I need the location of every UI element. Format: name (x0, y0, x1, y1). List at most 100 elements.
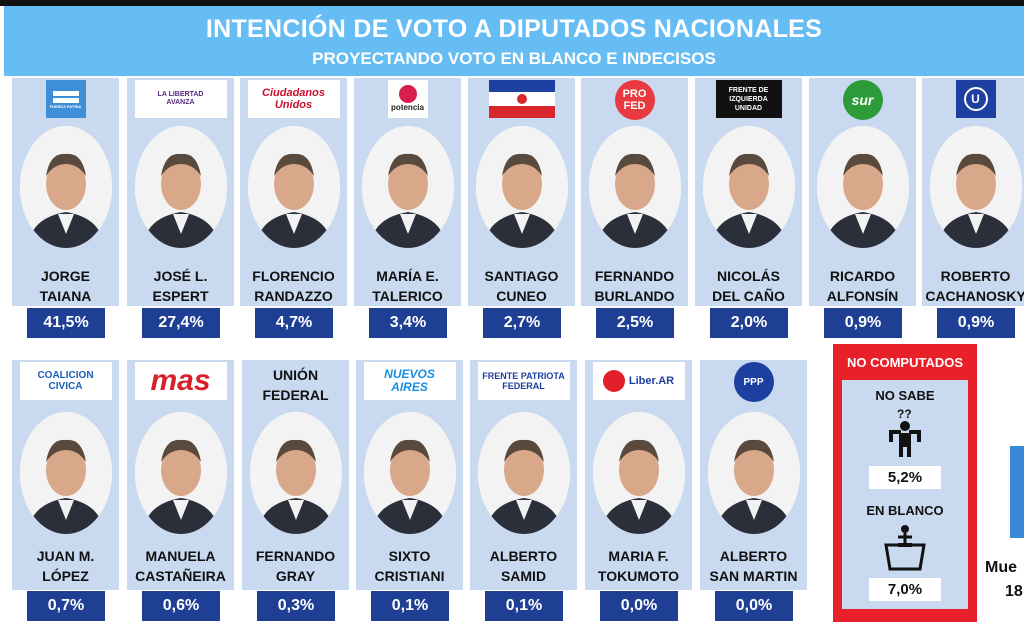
candidate-first-name: NICOLÁS (717, 268, 780, 284)
candidate-card: Ciudadanos Unidos FLORENCIO RANDAZZO (240, 78, 347, 306)
candidate-photo (361, 126, 454, 248)
candidate-first-name: ALBERTO (719, 548, 788, 564)
vote-value-label: 0,9% (824, 308, 902, 338)
candidate-card: FUERZA PATRIA JORGE TAIANA (12, 78, 119, 306)
vote-value-label: 0,7% (27, 591, 105, 621)
party-logo: UNIÓN FEDERAL (262, 367, 329, 403)
candidate-last-name: SAMID (500, 568, 547, 584)
candidate-first-name: MARÍA E. (376, 268, 439, 284)
candidate-photo (134, 412, 227, 534)
candidate-photo (134, 126, 227, 248)
candidate-last-name: CUNEO (496, 288, 547, 304)
candidate-first-name: SIXTO (388, 548, 431, 564)
candidate-last-name: ALFONSÍN (826, 288, 899, 304)
undecided-person-icon: ?? (889, 407, 921, 457)
vote-value-label: 0,6% (142, 591, 220, 621)
candidate-photo (702, 126, 795, 248)
candidate-card: UNIÓN FEDERAL FERNANDO GRAY (242, 360, 349, 590)
candidate-last-name: ESPERT (152, 288, 209, 304)
candidate-card: PRO FED FERNANDO BURLANDO (581, 78, 688, 306)
party-logo (488, 80, 555, 118)
vote-value-label: 0,1% (485, 591, 563, 621)
vote-value-label: 0,1% (371, 591, 449, 621)
not-counted-title: NO COMPUTADOS (846, 355, 964, 370)
candidate-photo (19, 126, 112, 248)
candidate-card: Liber.AR MARIA F. TOKUMOTO (585, 360, 692, 590)
candidate-last-name: BURLANDO (594, 288, 675, 304)
party-logo: Liber.AR (592, 362, 685, 400)
candidate-card: FRENTE PATRIOTA FEDERAL ALBERTO SAMID (470, 360, 577, 590)
en-blanco-label: EN BLANCO (866, 503, 944, 518)
candidate-photo (707, 412, 800, 534)
candidate-last-name: TOKUMOTO (597, 568, 680, 584)
no-sabe-box: NO SABE ?? 5,2% (842, 380, 968, 496)
vote-value-label: 4,7% (255, 308, 333, 338)
side-note: Mue 18 (985, 559, 1023, 600)
not-counted-panel: NO COMPUTADOS NO SABE ?? 5,2% EN BLANCO … (833, 344, 977, 622)
candidate-card: PPP ALBERTO SAN MARTIN (700, 360, 807, 590)
header-banner: INTENCIÓN DE VOTO A DIPUTADOS NACIONALES… (4, 6, 1024, 76)
candidate-last-name: TAIANA (39, 288, 92, 304)
candidate-photo (929, 126, 1022, 248)
candidate-first-name: JORGE (40, 268, 90, 284)
vote-value-label: 0,0% (715, 591, 793, 621)
svg-text:??: ?? (897, 407, 912, 421)
vote-value-label: 0,9% (937, 308, 1015, 338)
party-logo: potencia (387, 80, 428, 118)
candidate-first-name: ALBERTO (489, 548, 558, 564)
party-logo: Ciudadanos Unidos (247, 80, 340, 118)
ballot-box-icon (884, 525, 926, 571)
candidate-card: U ROBERTO CACHANOSKY (922, 78, 1024, 306)
candidate-first-name: JUAN M. (36, 548, 95, 564)
candidate-last-name: TALERICO (372, 288, 443, 304)
party-logo: NUEVOS AIRES (363, 362, 456, 400)
candidate-card: FRENTE DE IZQUIERDA UNIDAD NICOLÁS DEL CAÑ… (695, 78, 802, 306)
en-blanco-box: EN BLANCO 7,0% (842, 495, 968, 609)
vote-value-label: 41,5% (27, 308, 105, 338)
candidate-first-name: ROBERTO (940, 268, 1011, 284)
party-logo: sur (842, 80, 883, 120)
vote-value-label: 0,0% (600, 591, 678, 621)
candidate-last-name: RANDAZZO (254, 288, 333, 304)
candidate-last-name: CASTAÑEIRA (135, 568, 226, 584)
candidate-last-name: GRAY (275, 568, 316, 584)
page-subtitle: PROYECTANDO VOTO EN BLANCO E INDECISOS (312, 49, 716, 68)
vote-value-label: 2,5% (596, 308, 674, 338)
top-bar (0, 0, 1024, 6)
vote-value-label: 0,3% (257, 591, 335, 621)
candidate-first-name: FERNANDO (255, 548, 336, 564)
candidate-photo (247, 126, 340, 248)
candidate-first-name: SANTIAGO (484, 268, 559, 284)
party-logo: FRENTE DE IZQUIERDA UNIDAD (715, 80, 782, 118)
candidate-last-name: CACHANOSKY (925, 288, 1024, 304)
candidate-photo (363, 412, 456, 534)
candidate-card: NUEVOS AIRES SIXTO CRISTIANI (356, 360, 463, 590)
vote-value-label: 2,7% (483, 308, 561, 338)
candidate-card: LA LIBERTAD AVANZA JOSÉ L. ESPERT (127, 78, 234, 306)
page-title: INTENCIÓN DE VOTO A DIPUTADOS NACIONALES (205, 15, 823, 43)
vote-value-label: 3,4% (369, 308, 447, 338)
candidate-last-name: DEL CAÑO (712, 288, 785, 304)
candidate-last-name: CRISTIANI (374, 568, 445, 584)
candidate-photo (19, 412, 112, 534)
no-sabe-value: 5,2% (869, 466, 941, 489)
party-logo: mas (134, 362, 227, 400)
candidate-card: mas MANUELA CASTAÑEIRA (127, 360, 234, 590)
candidate-first-name: FERNANDO (594, 268, 675, 284)
party-logo: FRENTE PATRIOTA FEDERAL (477, 362, 570, 400)
candidate-photo (475, 126, 568, 248)
candidate-last-name: SAN MARTIN (709, 568, 798, 584)
candidate-first-name: FLORENCIO (252, 268, 335, 284)
no-sabe-label: NO SABE (875, 388, 935, 403)
candidate-photo (816, 126, 909, 248)
side-decoration (1010, 446, 1024, 538)
vote-value-label: 27,4% (142, 308, 220, 338)
party-logo: PPP (733, 362, 774, 402)
candidate-card: potencia MARÍA E. TALERICO (354, 78, 461, 306)
candidate-card: sur RICARDO ALFONSÍN (809, 78, 916, 306)
party-logo: LA LIBERTAD AVANZA (134, 80, 227, 118)
candidate-first-name: JOSÉ L. (153, 268, 208, 284)
party-logo: COALICION CIVICA (19, 362, 112, 400)
candidate-card: COALICION CIVICA JUAN M. LÓPEZ (12, 360, 119, 590)
candidate-photo (249, 412, 342, 534)
